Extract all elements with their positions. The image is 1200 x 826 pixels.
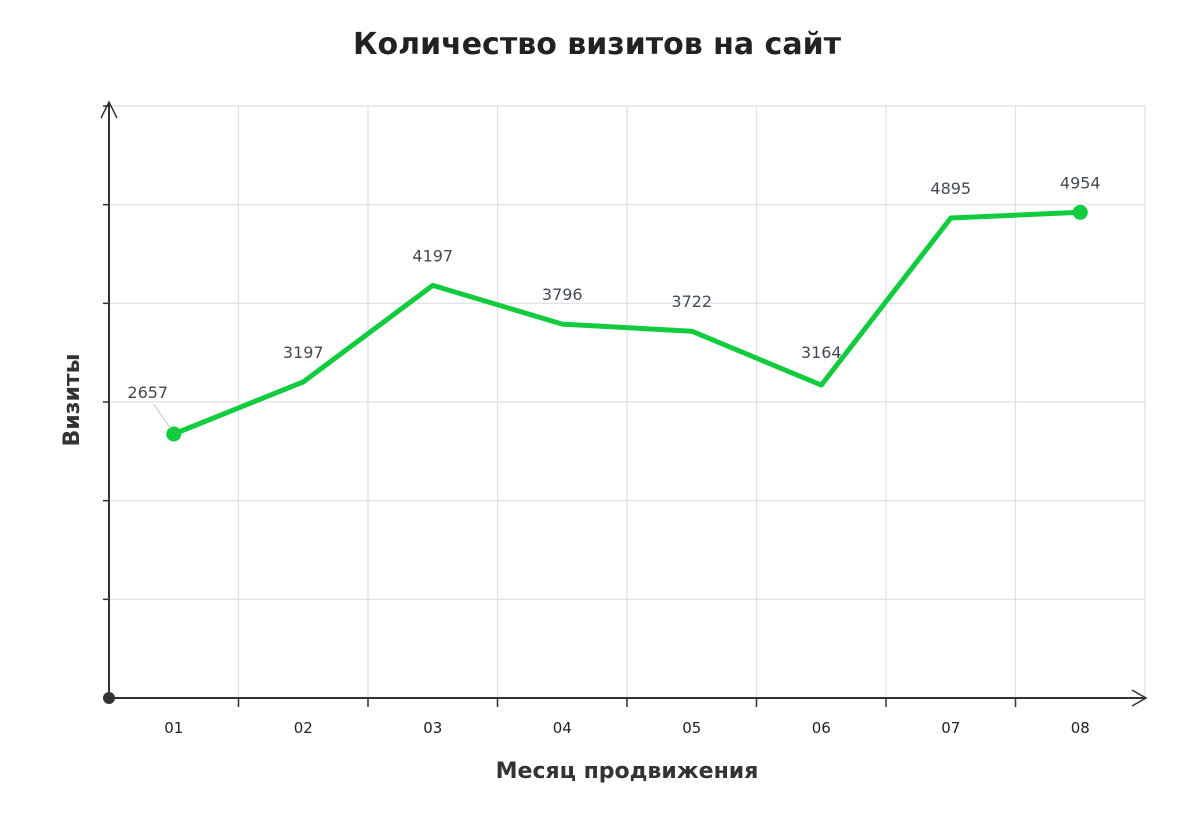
chart-axes (100, 100, 1148, 707)
chart-series (166, 204, 1088, 442)
axis-origin-dot (103, 692, 115, 704)
data-point-marker (1072, 204, 1088, 220)
data-label: 3164 (801, 343, 842, 362)
x-tick-label: 01 (164, 719, 183, 737)
x-tick-label: 06 (812, 719, 831, 737)
chart-title: Количество визитов на сайт (353, 27, 842, 62)
x-tick-label: 05 (682, 719, 701, 737)
data-label: 4954 (1060, 173, 1101, 192)
data-label: 2657 (127, 383, 168, 402)
data-point-marker (166, 426, 182, 442)
x-tick-label: 04 (553, 719, 572, 737)
data-label: 3796 (542, 285, 583, 304)
x-axis-title: Месяц продвижения (496, 759, 759, 784)
data-label-leader (153, 403, 172, 430)
y-axis-arrow (100, 100, 118, 119)
x-tick-label: 02 (294, 719, 313, 737)
x-tick-label: 08 (1071, 719, 1090, 737)
data-labels: 2657 3197 4197 3796 3722 3164 4895 4954 (127, 173, 1101, 430)
x-tick-labels: 01 02 03 04 05 06 07 08 (164, 719, 1090, 737)
x-tick-label: 07 (941, 719, 960, 737)
chart-grid (109, 105, 1146, 698)
data-label: 3722 (671, 292, 712, 311)
data-label: 4197 (412, 246, 453, 265)
x-tick-label: 03 (423, 719, 442, 737)
series-line (171, 209, 1083, 437)
data-label: 4895 (930, 179, 971, 198)
data-label: 3197 (283, 343, 324, 362)
x-axis-arrow (1131, 689, 1148, 707)
y-axis-title: Визиты (60, 353, 85, 446)
